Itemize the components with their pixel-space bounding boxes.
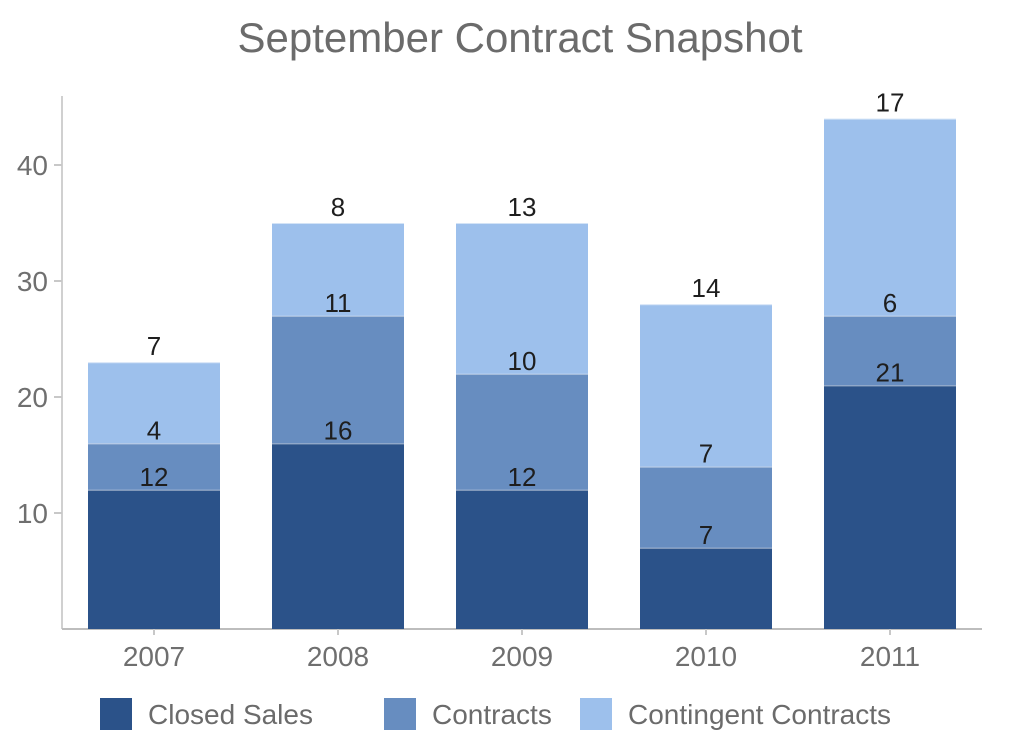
data-label: 13 [508,192,537,222]
legend-label: Contracts [432,699,552,730]
data-label: 4 [147,415,161,445]
bar-segment-contingent-contracts [456,223,588,374]
bar-segment-contingent-contracts [272,223,404,316]
data-label: 10 [508,346,537,376]
bar-segment-closed-sales [824,385,956,629]
bar-segment-contracts [824,315,956,386]
y-tick-label: 40 [17,150,48,181]
data-label: 16 [324,415,353,445]
data-label: 12 [508,462,537,492]
bar-segment-contracts [456,373,588,490]
data-label: 12 [140,462,169,492]
y-tick-label: 30 [17,266,48,297]
data-label: 6 [883,288,897,318]
bar-segment-contingent-contracts [88,362,220,444]
bar-segment-contingent-contracts [824,118,956,316]
bar-segment-closed-sales [456,489,588,629]
x-axis-ticks: 2007 2008 2009 2010 2011 [123,629,920,672]
data-label: 7 [699,520,713,550]
bar-segment-closed-sales [640,547,772,629]
bar-segment-contingent-contracts [640,304,772,467]
legend-swatch [580,698,612,730]
data-label: 7 [699,439,713,469]
bars-group: 12 4 7 16 11 8 12 10 13 7 7 14 21 6 17 [88,88,956,629]
legend-swatch [100,698,132,730]
y-axis-ticks: 10 20 30 40 [17,150,62,529]
bar-segment-contracts [640,466,772,548]
x-tick-label: 2011 [860,641,920,672]
bar-segment-contracts [88,443,220,490]
data-label: 7 [147,331,161,361]
legend-swatch [384,698,416,730]
x-tick-label: 2007 [123,641,185,672]
x-tick-label: 2008 [307,641,369,672]
data-label: 17 [876,88,905,118]
y-tick-label: 20 [17,382,48,413]
data-label: 21 [876,357,905,387]
legend-label: Closed Sales [148,699,313,730]
data-label: 14 [692,273,721,303]
y-tick-label: 10 [17,498,48,529]
data-label: 11 [325,288,352,318]
data-label: 8 [331,192,345,222]
bar-segment-closed-sales [88,489,220,629]
x-tick-label: 2009 [491,641,553,672]
x-tick-label: 2010 [675,641,737,672]
bar-segment-contracts [272,315,404,444]
bar-segment-closed-sales [272,443,404,629]
legend: Closed Sales Contracts Contingent Contract… [100,698,891,730]
legend-label: Contingent Contracts [628,699,891,730]
chart-title: September Contract Snapshot [238,14,803,61]
